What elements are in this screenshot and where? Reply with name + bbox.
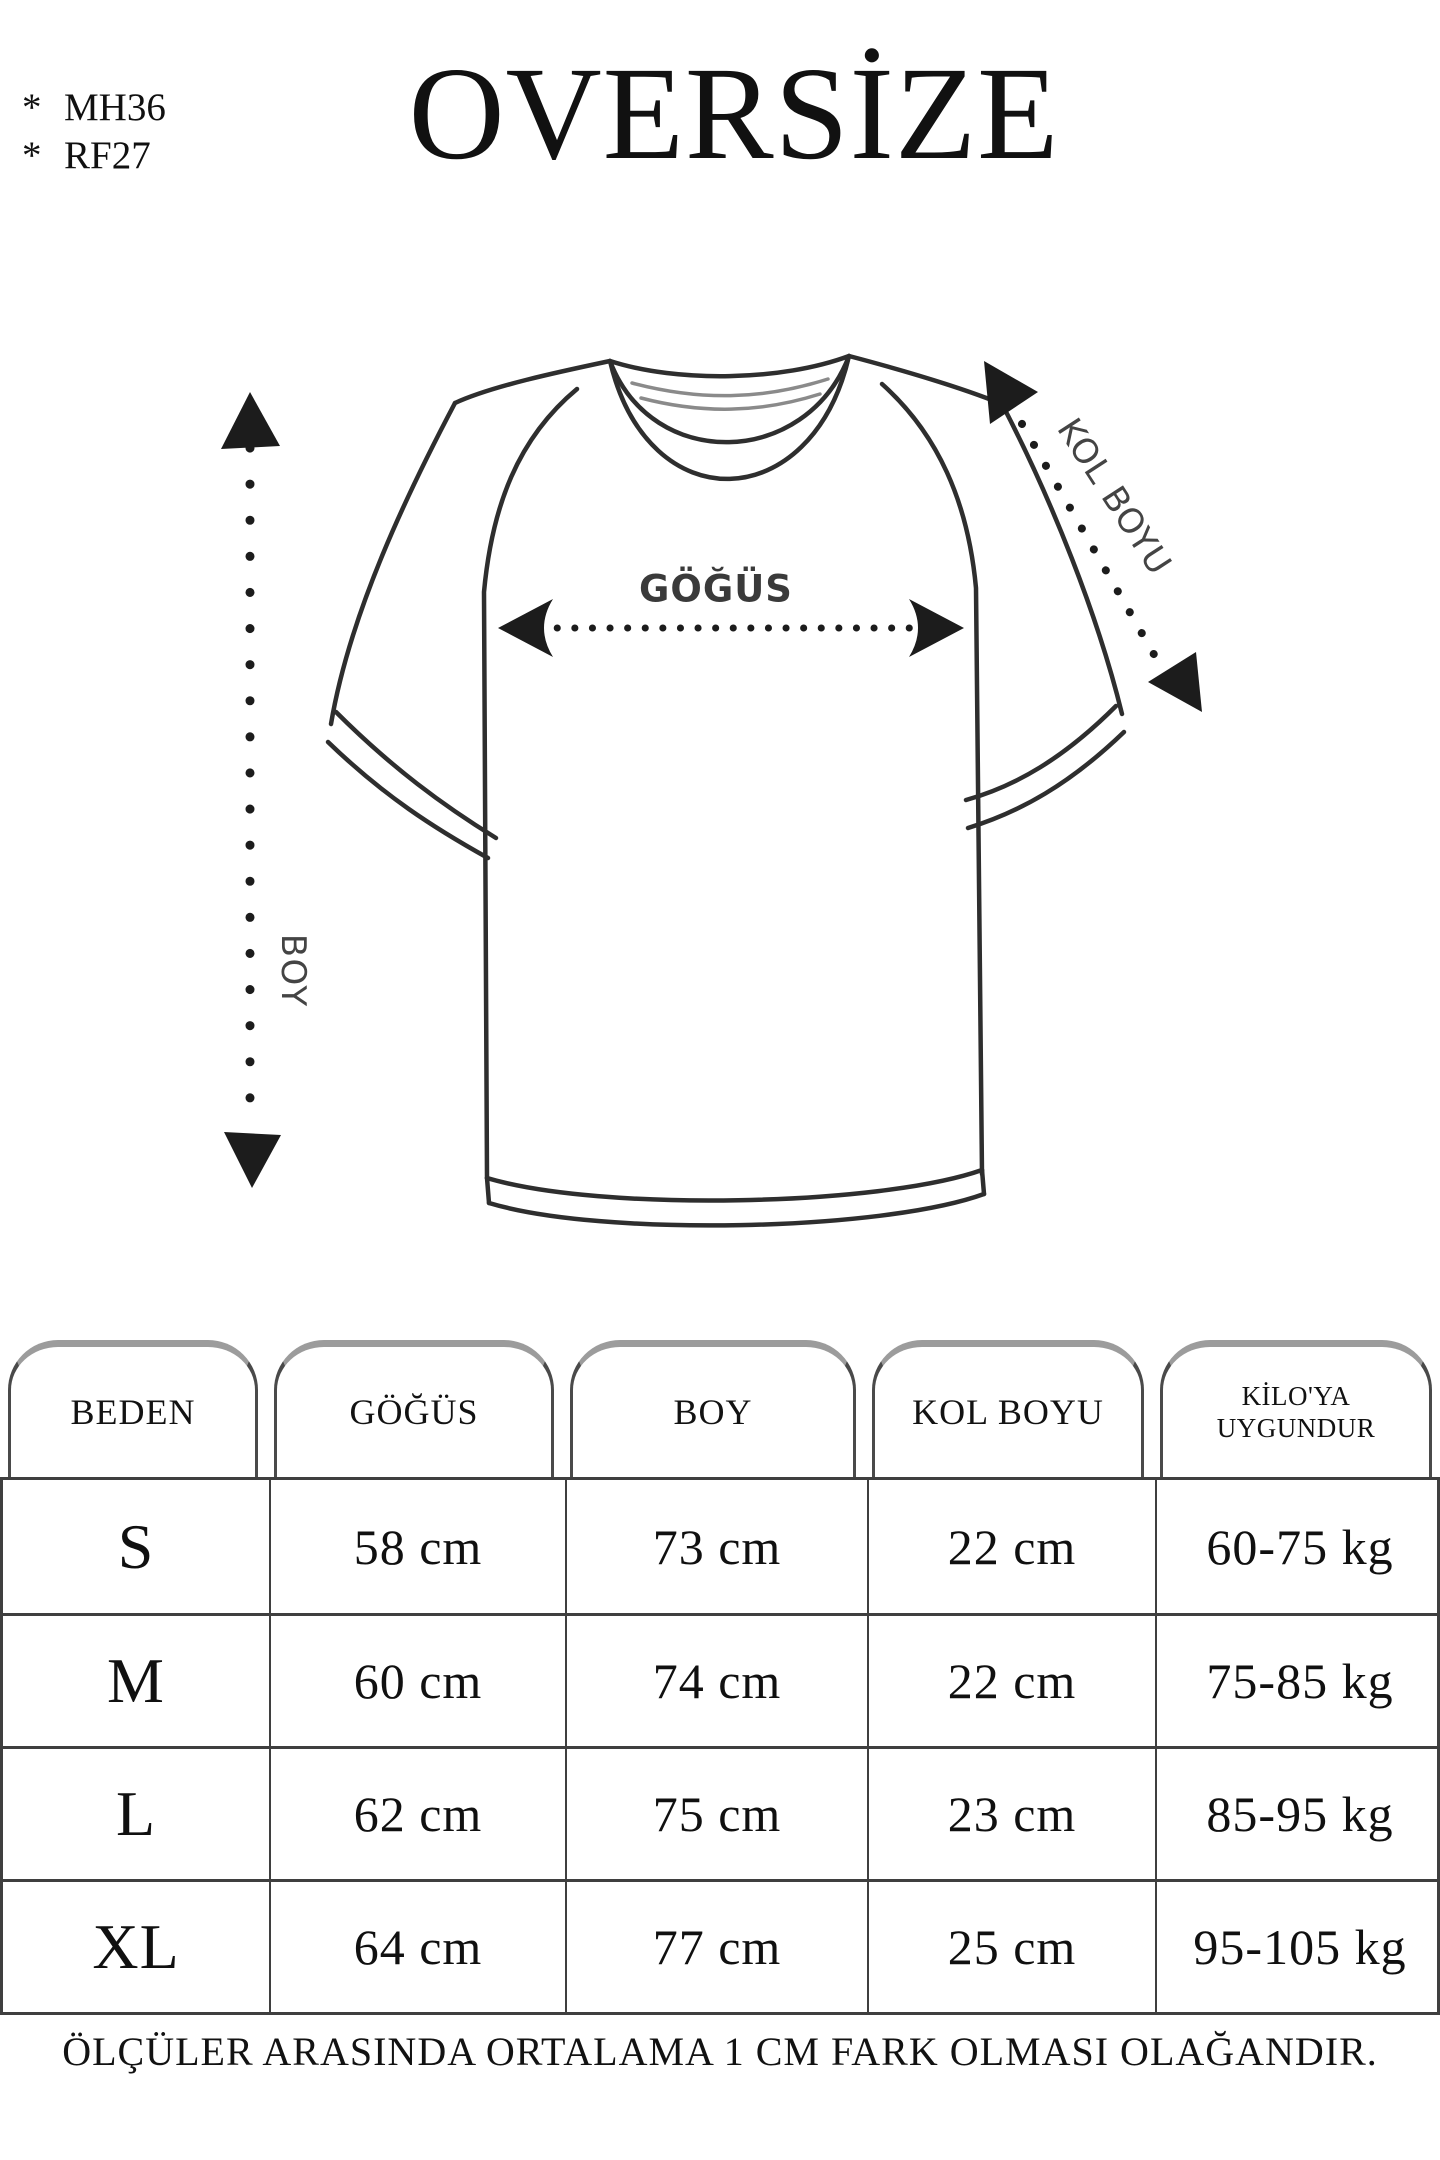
hem-lower-curve xyxy=(486,1191,987,1228)
page-title: OVERSİZE xyxy=(408,39,1060,187)
header-label: BEDEN xyxy=(70,1392,196,1432)
collar-outer-curve xyxy=(607,353,852,482)
chest-cell: 60 cm xyxy=(269,1613,565,1746)
size-cell: S xyxy=(117,1510,155,1582)
header-label: GÖĞÜS xyxy=(349,1392,479,1432)
tolerance-footnote: ÖLÇÜLER ARASINDA ORTALAMA 1 CM FARK OLMA… xyxy=(62,2029,1378,2074)
right-cuff-upper-line xyxy=(963,703,1119,803)
sleeve-cell: 22 cm xyxy=(867,1613,1155,1746)
collar-inner-curve xyxy=(607,353,852,445)
right-seam-and-side xyxy=(879,381,985,1177)
sleeve-cell: 25 cm xyxy=(867,1879,1155,2012)
header-tab-cell: KOL BOYU xyxy=(864,1340,1152,1477)
sleeve-cell: 23 cm xyxy=(867,1746,1155,1879)
product-code-line: * RF27 xyxy=(22,132,166,180)
length-measure-label: BOY xyxy=(273,933,313,1009)
header-tab-cell: BOY xyxy=(562,1340,864,1477)
chest-measure-label: GÖĞÜS xyxy=(639,567,793,611)
chest-cell: 62 cm xyxy=(269,1746,565,1879)
asterisk-bullet: * xyxy=(22,86,42,129)
collar-back-arc xyxy=(607,353,852,379)
collar-rib-line xyxy=(630,377,830,398)
header-tab-cell: BEDEN xyxy=(0,1340,266,1477)
right-shoulder xyxy=(846,353,1005,407)
product-code: RF27 xyxy=(64,134,151,177)
size-cell: M xyxy=(3,1613,269,1746)
collar-rib-line xyxy=(639,392,822,411)
sleeve-arrow xyxy=(984,361,1202,712)
weight-cell: 60-75 kg xyxy=(1155,1480,1440,1613)
left-seam-and-side xyxy=(481,386,580,1181)
header-tab-kol-boyu: KOL BOYU xyxy=(872,1340,1144,1477)
size-table: BEDEN GÖĞÜS BOY KOL BOYU KİLO'YA xyxy=(0,1340,1440,2015)
tshirt-outline xyxy=(325,353,1127,1228)
chest-arrow-left-head xyxy=(498,599,553,657)
chest-cell: 58 cm xyxy=(269,1480,565,1613)
sleeve-arrow-dotted-line xyxy=(1006,399,1168,676)
sleeve-arrow-up-head xyxy=(984,361,1038,424)
header-tab-boy: BOY xyxy=(570,1340,856,1477)
header-tab-gogus: GÖĞÜS xyxy=(274,1340,554,1477)
chest-arrow-right-head xyxy=(909,599,964,657)
left-cuff-upper-line xyxy=(333,709,499,841)
size-cell: L xyxy=(3,1746,269,1879)
weight-cell: 75-85 kg xyxy=(1155,1613,1440,1746)
header-tab-cell: KİLO'YA UYGUNDUR xyxy=(1152,1340,1440,1477)
sleeve-cell: 22 cm xyxy=(867,1480,1155,1613)
size-table-header-row: BEDEN GÖĞÜS BOY KOL BOYU KİLO'YA xyxy=(0,1340,1440,1477)
collar-rib-lines xyxy=(630,377,830,411)
length-cell: 73 cm xyxy=(565,1480,867,1613)
chest-arrow xyxy=(498,599,964,657)
length-arrow xyxy=(221,392,281,1188)
header-tab-cell: GÖĞÜS xyxy=(266,1340,562,1477)
right-cuff-lower-line xyxy=(965,729,1127,831)
product-codes: * MH36 * RF27 xyxy=(22,84,166,180)
chest-cell: 64 cm xyxy=(269,1879,565,2012)
asterisk-bullet: * xyxy=(22,134,42,177)
weight-cell: 85-95 kg xyxy=(1155,1746,1440,1879)
hem-left-edge xyxy=(484,1175,492,1206)
left-cuff-lower-line xyxy=(325,739,491,861)
hem-upper-curve xyxy=(484,1167,985,1203)
length-arrow-up-head xyxy=(221,392,280,449)
length-cell: 74 cm xyxy=(565,1613,867,1746)
header-label-line2: UYGUNDUR xyxy=(1216,1413,1376,1443)
length-cell: 77 cm xyxy=(565,1879,867,2012)
left-shoulder xyxy=(452,358,613,406)
length-cell: 75 cm xyxy=(565,1746,867,1879)
size-table-grid: S 58 cm 73 cm 22 cm 60-75 kg M 60 cm 74 … xyxy=(0,1477,1440,2015)
header-tab-kiloya-uygundur: KİLO'YA UYGUNDUR xyxy=(1160,1340,1432,1477)
header-label: BOY xyxy=(673,1392,753,1432)
length-arrow-down-head xyxy=(224,1132,281,1188)
hem-right-edge xyxy=(979,1167,987,1197)
right-sleeve-outer-edge xyxy=(999,401,1125,717)
header-label: KOL BOYU xyxy=(912,1392,1104,1432)
size-cell: XL xyxy=(3,1879,269,2012)
product-code-line: * MH36 xyxy=(22,84,166,132)
header-label-line1: KİLO'YA xyxy=(1241,1380,1351,1411)
product-code: MH36 xyxy=(64,86,166,129)
sleeve-arrow-down-head xyxy=(1148,652,1202,712)
left-sleeve-outer-edge xyxy=(328,400,458,727)
weight-cell: 95-105 kg xyxy=(1155,1879,1440,2012)
header-tab-beden: BEDEN xyxy=(8,1340,258,1477)
